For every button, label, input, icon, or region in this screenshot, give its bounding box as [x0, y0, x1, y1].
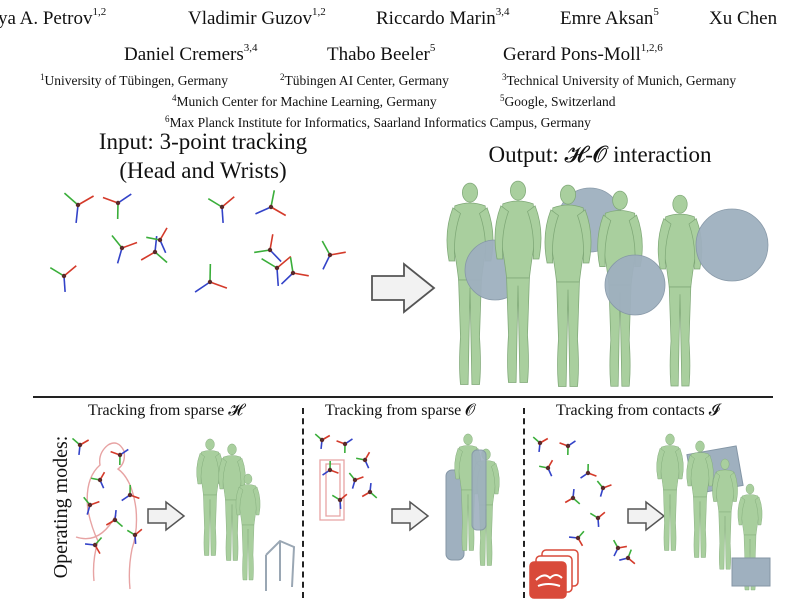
- tracking-axes: [315, 434, 330, 449]
- mode1-sparse-h-input: [60, 425, 160, 600]
- tracking-axes: [50, 266, 76, 292]
- hand-contact-icon: [530, 550, 578, 598]
- human-figure: [657, 434, 684, 551]
- tracking-axes: [122, 485, 140, 501]
- tracking-axes: [539, 460, 552, 476]
- tracking-axes: [64, 193, 93, 223]
- tracking-axes: [84, 497, 100, 514]
- tracking-axes: [560, 441, 576, 455]
- tracking-axes: [565, 489, 580, 504]
- tracking-axes: [85, 537, 102, 553]
- human-figure: [236, 474, 260, 580]
- tracking-axes: [533, 437, 548, 452]
- mode-title-contacts: Tracking from contacts 𝓘: [556, 402, 720, 420]
- human-figure: [687, 441, 714, 558]
- tracking-axes: [590, 512, 605, 527]
- tracking-axes: [569, 531, 584, 546]
- mode3-output-render: [650, 430, 780, 595]
- tracking-axes: [349, 473, 363, 489]
- human-figure: [712, 459, 737, 569]
- tracking-axes: [619, 550, 635, 564]
- mode2-output-render: [438, 430, 518, 595]
- tracking-axes: [111, 449, 129, 465]
- tracking-axes: [597, 481, 611, 497]
- tracking-axes: [106, 510, 122, 527]
- tracking-axes: [195, 264, 227, 292]
- object-sphere: [696, 209, 768, 281]
- mode1-output-render: [180, 435, 300, 595]
- mode2-sparse-o-input: [310, 430, 390, 540]
- human-figure: [545, 185, 591, 386]
- arrow-right-icon: [390, 500, 430, 532]
- tracking-axes: [141, 236, 167, 262]
- tracking-axes: [614, 540, 627, 556]
- arrow-right-icon: [370, 262, 436, 314]
- mode3-contacts-input: [528, 428, 638, 598]
- tracking-axes: [208, 197, 234, 223]
- tracking-axes: [112, 236, 137, 264]
- tracking-axes: [581, 464, 597, 478]
- mode-separator: [523, 408, 525, 598]
- tracking-axes: [254, 234, 281, 261]
- tracking-axes: [323, 461, 339, 475]
- object-box: [732, 558, 770, 586]
- tracking-axes: [262, 256, 291, 286]
- human-figure: [197, 439, 224, 556]
- object-sphere: [605, 255, 665, 315]
- tracking-axes: [362, 483, 377, 498]
- tracking-axes: [356, 452, 369, 468]
- tracking-axes: [103, 194, 131, 219]
- output-human-object-render: [440, 175, 780, 395]
- tracking-axes: [255, 190, 285, 215]
- mode-title-sparse-h: Tracking from sparse 𝓗: [88, 402, 243, 420]
- tracking-axes: [337, 439, 353, 453]
- tracking-axes: [322, 241, 345, 269]
- mode-title-sparse-o: Tracking from sparse 𝓞: [325, 402, 475, 420]
- section-divider: [33, 396, 773, 398]
- tracking-axes: [72, 438, 88, 455]
- mode-separator: [302, 408, 304, 598]
